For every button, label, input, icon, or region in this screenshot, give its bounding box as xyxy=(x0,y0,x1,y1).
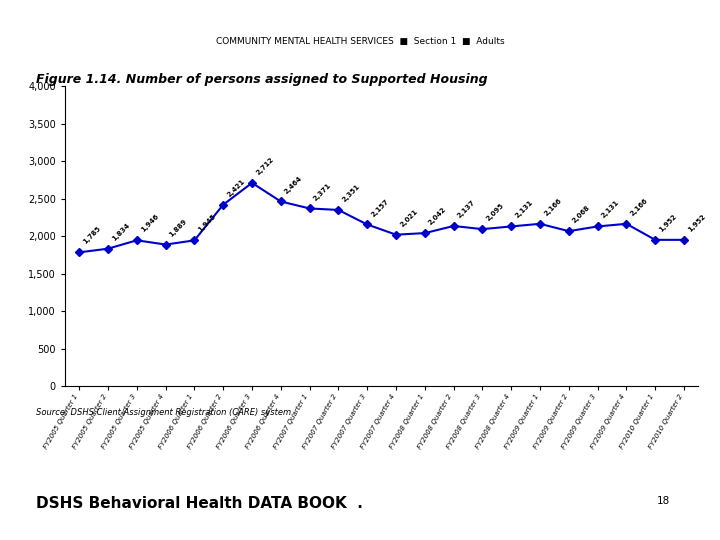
Text: DSHS Behavioral Health DATA BOOK  .: DSHS Behavioral Health DATA BOOK . xyxy=(36,496,363,511)
Text: 2,131: 2,131 xyxy=(600,200,620,219)
Text: 2,137: 2,137 xyxy=(456,199,476,219)
Text: 2,157: 2,157 xyxy=(370,198,390,218)
Text: 1,945: 1,945 xyxy=(197,213,217,233)
Text: 2,068: 2,068 xyxy=(572,205,591,224)
Text: 2,371: 2,371 xyxy=(312,181,332,201)
Text: 1,834: 1,834 xyxy=(111,222,131,242)
Text: 2,131: 2,131 xyxy=(514,200,534,219)
Text: COMMUNITY MENTAL HEALTH SERVICES  ■  Section 1  ■  Adults: COMMUNITY MENTAL HEALTH SERVICES ■ Secti… xyxy=(216,37,504,45)
Text: 1,952: 1,952 xyxy=(687,213,706,233)
Text: 1,889: 1,889 xyxy=(168,218,189,238)
Text: 2,166: 2,166 xyxy=(629,197,649,217)
Text: 2,095: 2,095 xyxy=(485,202,505,222)
Text: 2,166: 2,166 xyxy=(543,197,562,217)
Text: Source: DSHS Client Assignment Registration (CARE) system.: Source: DSHS Client Assignment Registrat… xyxy=(36,408,294,417)
Text: Figure 1.14. Number of persons assigned to Supported Housing: Figure 1.14. Number of persons assigned … xyxy=(36,73,487,86)
Text: 1,946: 1,946 xyxy=(140,213,160,233)
Text: 2,021: 2,021 xyxy=(399,208,418,228)
Text: 18: 18 xyxy=(657,496,670,506)
Text: 2,464: 2,464 xyxy=(284,174,304,194)
Text: 2,712: 2,712 xyxy=(255,156,274,176)
Text: 2,042: 2,042 xyxy=(428,206,447,226)
Text: 1,952: 1,952 xyxy=(658,213,678,233)
Text: 2,421: 2,421 xyxy=(226,178,246,198)
Text: 1,785: 1,785 xyxy=(82,226,102,245)
Text: 2,351: 2,351 xyxy=(341,183,361,203)
